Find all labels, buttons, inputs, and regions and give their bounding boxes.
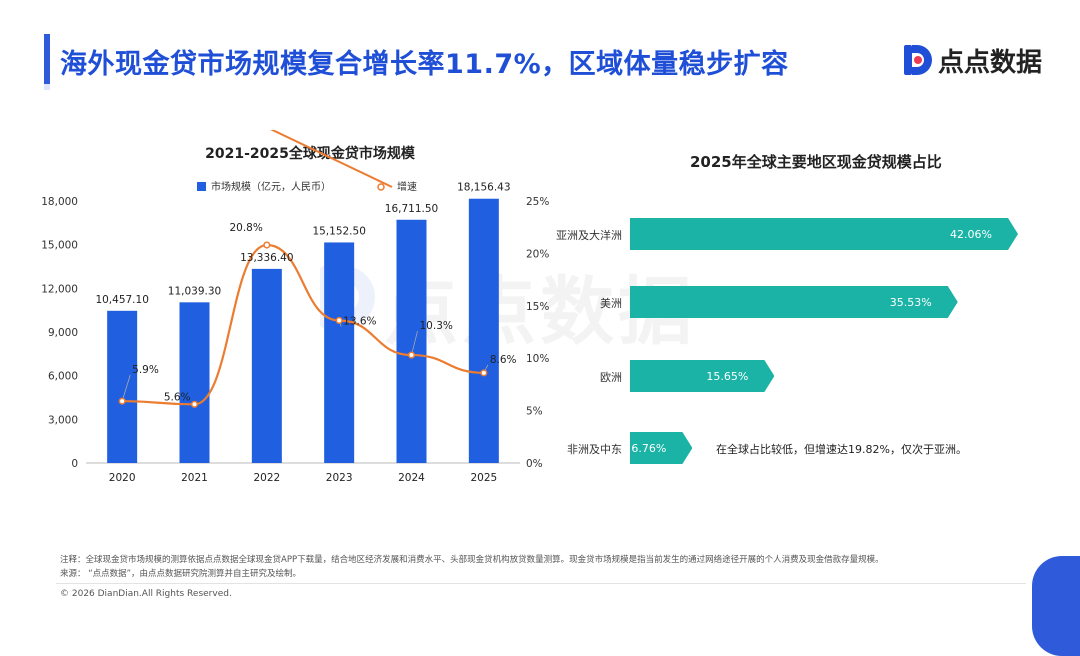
x-tick-label: 2020: [109, 472, 136, 484]
legend-bar-label: 市场规模（亿元，人民币）: [211, 180, 331, 193]
legend-line-marker: [377, 183, 385, 191]
y2-tick-label: 20%: [526, 248, 549, 260]
page-title: 海外现金贷市场规模复合增长率11.7%，区域体量稳步扩容: [60, 49, 789, 80]
chart-title: 2021-2025全球现金贷市场规模: [205, 145, 416, 162]
y2-tick-label: 10%: [526, 353, 549, 365]
logo-icon: [904, 45, 932, 75]
brand-logo: 点点数据: [902, 42, 1042, 78]
bar-value-label: 11,039.30: [168, 285, 221, 297]
x-tick-label: 2023: [326, 472, 353, 484]
y2-tick-label: 5%: [526, 406, 543, 418]
growth-value-label: 8.6%: [490, 354, 517, 366]
y2-tick-label: 15%: [526, 301, 549, 313]
label-leader: [121, 375, 131, 402]
region-bar-shape: [630, 360, 775, 392]
region-value-label: 35.53%: [890, 296, 932, 309]
x-tick-label: 2025: [470, 472, 497, 484]
bar: [468, 198, 499, 463]
growth-value-label: 13.6%: [343, 315, 376, 327]
bar: [251, 268, 282, 463]
growth-value-label: 20.8%: [229, 222, 262, 234]
region-value-label: 6.76%: [631, 442, 666, 455]
market-size-chart: 2021-2025全球现金贷市场规模 市场规模（亿元，人民币） 增速 0 3,00…: [41, 130, 549, 484]
y-tick-label: 18,000: [41, 196, 78, 208]
bar-value-label: 10,457.10: [95, 294, 148, 306]
legend-bar-swatch: [197, 182, 206, 191]
growth-value-label: 5.6%: [164, 391, 191, 403]
region-label: 欧洲: [600, 371, 622, 384]
footer-source: 来源： “点点数据”，由点点数据研究院测算并自主研究及绘制。: [60, 569, 302, 579]
bar-value-label: 18,156.43: [457, 182, 510, 194]
y2-tick-label: 25%: [526, 196, 549, 208]
growth-point: [407, 351, 416, 359]
region-bar: 15.65%: [630, 360, 775, 392]
region-bar-shape: [630, 286, 958, 318]
region-bar: 42.06%: [630, 218, 1018, 250]
label-leader: [411, 330, 418, 356]
growth-point: [335, 316, 343, 325]
y-tick-label: 6,000: [48, 371, 78, 383]
growth-point: [480, 369, 488, 377]
x-tick-label: 2024: [398, 472, 425, 484]
bar: [324, 242, 355, 463]
growth-point: [118, 397, 126, 405]
bar: [179, 302, 210, 463]
bar-value-label: 13,336.40: [240, 252, 293, 264]
growth-value-label: 5.9%: [132, 364, 159, 376]
growth-point: [263, 241, 271, 249]
title-accent-shadow: [44, 84, 50, 90]
bar-value-label: 15,152.50: [312, 225, 365, 237]
y-tick-label: 9,000: [48, 327, 78, 339]
region-bar-shape: [630, 432, 693, 464]
corner-decoration: [1032, 556, 1080, 656]
footer-notes: 注释：全球现金贷市场规模的测算依据点点数据全球现金贷APP下载量，结合地区经济发…: [60, 553, 884, 581]
y2-tick-label: 0%: [526, 458, 543, 470]
region-value-label: 15.65%: [706, 370, 748, 383]
region-label: 非洲及中东: [567, 443, 622, 456]
x-tick-label: 2021: [181, 472, 208, 484]
copyright: © 2026 DianDian.All Rights Reserved.: [60, 589, 232, 599]
footer-note: 注释：全球现金贷市场规模的测算依据点点数据全球现金贷APP下载量，结合地区经济发…: [60, 555, 884, 565]
y-tick-label: 12,000: [41, 283, 78, 295]
title-accent-bar: [44, 34, 50, 84]
footer-divider: [56, 583, 1026, 584]
bar: [107, 310, 138, 463]
legend-line-swatch: [270, 130, 393, 188]
y-tick-label: 3,000: [48, 414, 78, 426]
region-bar: 35.53%: [630, 286, 958, 318]
region-label: 美洲: [600, 297, 622, 310]
x-tick-label: 2022: [253, 472, 280, 484]
growth-point: [190, 400, 199, 408]
region-value-label: 42.06%: [950, 228, 992, 241]
region-chart-title: 2025年全球主要地区现金贷规模占比: [690, 153, 942, 171]
africa-annotation: 在全球占比较低，但增速达19.82%，仅次于亚洲。: [716, 443, 967, 456]
region-label: 亚洲及大洋洲: [556, 229, 622, 242]
legend-line-label: 增速: [397, 180, 417, 193]
bar: [396, 219, 427, 463]
y-tick-label: 15,000: [41, 240, 78, 252]
logo-text: 点点数据: [938, 47, 1043, 78]
region-bar: 6.76%: [630, 432, 693, 464]
bar-value-label: 16,711.50: [385, 203, 438, 215]
growth-value-label: 10.3%: [420, 320, 453, 332]
region-bar-shape: [630, 218, 1018, 250]
y-tick-label: 0: [71, 458, 78, 470]
